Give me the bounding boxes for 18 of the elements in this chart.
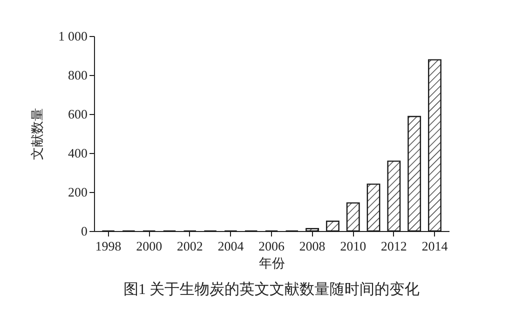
x-tick-label: 2006 <box>258 238 285 254</box>
x-tick-label: 2010 <box>340 238 366 254</box>
x-tick-label: 2000 <box>136 238 162 254</box>
x-tick-label: 1998 <box>95 238 122 254</box>
x-tick-label: 2002 <box>176 238 203 254</box>
y-tick-label: 600 <box>68 106 88 122</box>
y-tick-label: 800 <box>68 68 88 82</box>
text: 图1 关于生物炭的英文文献数量随时间的变化 <box>123 281 420 298</box>
x-tick-label: 2014 <box>422 238 448 254</box>
y-tick-label: 200 <box>68 184 88 200</box>
x-tick-label: 2004 <box>218 238 244 254</box>
y-tick-label: 400 <box>68 146 88 160</box>
y-tick-label: 0 <box>81 224 88 238</box>
y-tick-label: 1 000 <box>58 28 88 44</box>
y-axis-title: 文献数量 <box>29 108 44 160</box>
x-tick-label: 2008 <box>299 238 326 254</box>
x-axis-title: 年份 <box>259 256 285 270</box>
x-tick-label: 2012 <box>380 238 407 254</box>
